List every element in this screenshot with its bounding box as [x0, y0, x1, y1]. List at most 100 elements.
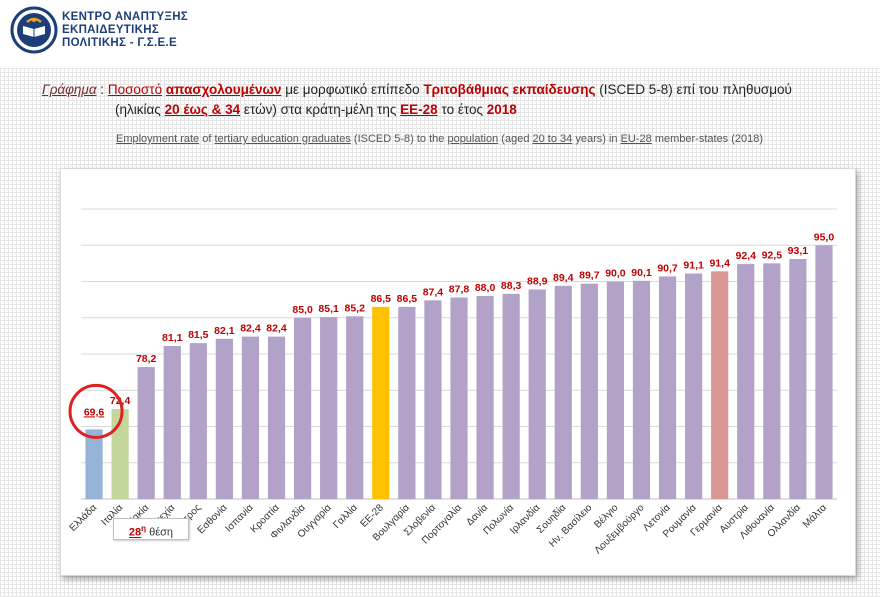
value-label: 86,5 — [371, 293, 392, 305]
value-label: 87,4 — [423, 286, 444, 298]
bar — [763, 263, 781, 499]
title-en-7: 20 to 34 — [532, 133, 573, 145]
value-label: 81,5 — [188, 329, 209, 341]
rank-callout: 28η θέση — [113, 518, 189, 540]
bar — [320, 317, 338, 499]
org-line-1: ΚΕΝΤΡΟ ΑΝΑΠΤΥΞΗΣ — [62, 11, 189, 23]
bar — [737, 264, 755, 499]
bar — [528, 289, 546, 499]
title-p10: το έτος — [441, 102, 484, 117]
bar — [476, 296, 494, 499]
title-p7: 20 έως & 34 — [164, 102, 241, 117]
title-p9: ΕΕ-28 — [400, 102, 438, 117]
value-label: 90,1 — [631, 267, 652, 279]
value-label: 88,0 — [475, 282, 496, 294]
value-label: 91,4 — [709, 257, 730, 269]
bar — [241, 336, 260, 499]
value-label: 89,7 — [579, 270, 600, 282]
title-en-1: Employment rate — [116, 133, 200, 145]
value-label: 78,2 — [136, 353, 157, 365]
value-label: 85,1 — [318, 303, 339, 315]
value-label: 91,1 — [683, 260, 704, 272]
bar — [606, 281, 625, 499]
title-en-10: member-states (2018) — [654, 133, 764, 145]
bar — [215, 338, 233, 499]
bar — [85, 429, 103, 499]
value-label: 69,6 — [84, 406, 105, 418]
chart-title-greek: Γράφημα : Ποσοστό απασχολουμένων με μορφ… — [42, 80, 857, 120]
title-en-3: tertiary education graduates — [214, 133, 351, 145]
value-label: 92,5 — [762, 249, 783, 261]
bar — [293, 317, 312, 499]
kanep-logo-icon — [10, 6, 58, 54]
title-p4: Τριτοβάθμιας εκπαίδευσης — [423, 82, 596, 97]
header-band: ΚΕΝΤΡΟ ΑΝΑΠΤΥΞΗΣ ΕΚΠΑΙΔΕΥΤΙΚΗΣ ΠΟΛΙΤΙΚΗΣ… — [0, 0, 880, 68]
title-en-2: of — [202, 133, 212, 145]
title-p5: (ISCED 5-8) επί του πληθυσμού — [599, 82, 792, 97]
bar — [267, 336, 286, 499]
bar — [554, 285, 572, 499]
category-label: Εσθονία — [195, 501, 230, 536]
title-en-5: population — [447, 133, 499, 145]
value-label: 90,0 — [605, 268, 626, 280]
title-en-8: years) in — [575, 133, 618, 145]
title-en-9: EU-28 — [620, 133, 652, 145]
org-line-2: ΕΚΠΑΙΔΕΥΤΙΚΗΣ — [62, 24, 160, 36]
value-label: 88,9 — [527, 275, 548, 287]
title-p3: με μορφωτικό επίπεδο — [285, 82, 420, 97]
bar — [685, 273, 703, 499]
bar — [424, 300, 442, 499]
org-name: ΚΕΝΤΡΟ ΑΝΑΠΤΥΞΗΣ ΕΚΠΑΙΔΕΥΤΙΚΗΣ ΠΟΛΙΤΙΚΗΣ… — [62, 11, 188, 50]
value-labels: 69,672,478,281,1 81,5 82,1 82,4 82,485,0 85,1… — [84, 231, 835, 418]
bar — [632, 280, 651, 499]
bar-chart: 69,672,478,281,1 81,5 82,1 82,4 82,485,0 85,1… — [67, 208, 837, 556]
value-label: 87,8 — [449, 283, 470, 295]
value-label: 95,0 — [814, 231, 835, 243]
value-label: 82,1 — [214, 325, 235, 337]
title-en-6: (aged — [501, 133, 530, 145]
bar — [815, 245, 833, 499]
rank-word: θέση — [149, 526, 174, 539]
value-label: 81,1 — [162, 332, 183, 344]
category-label: Μάλτα — [800, 501, 829, 530]
value-label: 86,5 — [397, 293, 418, 305]
bar — [711, 271, 729, 499]
chart-title-english: Employment rate of tertiary education gr… — [116, 133, 763, 145]
rank-number: 28 — [128, 526, 142, 539]
bar — [502, 293, 520, 499]
value-label: 82,4 — [266, 323, 287, 335]
greece-highlight-circle — [68, 383, 124, 439]
title-p6: (ηλικίας — [115, 102, 161, 117]
value-label: 89,4 — [553, 272, 574, 284]
title-p2: απασχολουμένων — [165, 82, 282, 97]
value-label: 92,4 — [736, 250, 757, 262]
bar — [450, 297, 468, 499]
bar — [189, 343, 207, 499]
bar — [137, 367, 155, 499]
category-label: Ελλάδα — [67, 501, 99, 533]
greece-highlight — [68, 383, 124, 439]
bar — [580, 283, 598, 499]
title-sep: : — [100, 82, 105, 97]
title-p8: ετών) στα κράτη-μέλη της — [243, 102, 397, 117]
value-label: 85,0 — [292, 304, 313, 316]
value-label: 82,4 — [240, 323, 261, 335]
title-p11: 2018 — [486, 102, 517, 117]
category-label: Γαλλία — [331, 501, 360, 530]
title-en-4: (ISCED 5-8) to the — [353, 133, 445, 145]
chart-panel: 69,6 72,4 78,2 81,1 81,5 82,1 82,4 82,4 85,0 85,1… — [60, 168, 856, 576]
title-prefix: Γράφημα — [42, 82, 97, 97]
rank-suffix: η — [141, 524, 147, 533]
value-label: 85,2 — [345, 302, 366, 314]
title-p1: Ποσοστό — [107, 82, 163, 97]
bar — [789, 259, 807, 499]
bar — [346, 316, 364, 499]
value-label: 90,7 — [657, 262, 678, 274]
value-label: 93,1 — [788, 245, 809, 257]
bar — [163, 346, 181, 499]
bar — [398, 306, 416, 499]
bar — [658, 276, 677, 499]
value-label: 88,3 — [501, 280, 522, 292]
bar — [372, 306, 390, 499]
bar — [111, 409, 129, 499]
